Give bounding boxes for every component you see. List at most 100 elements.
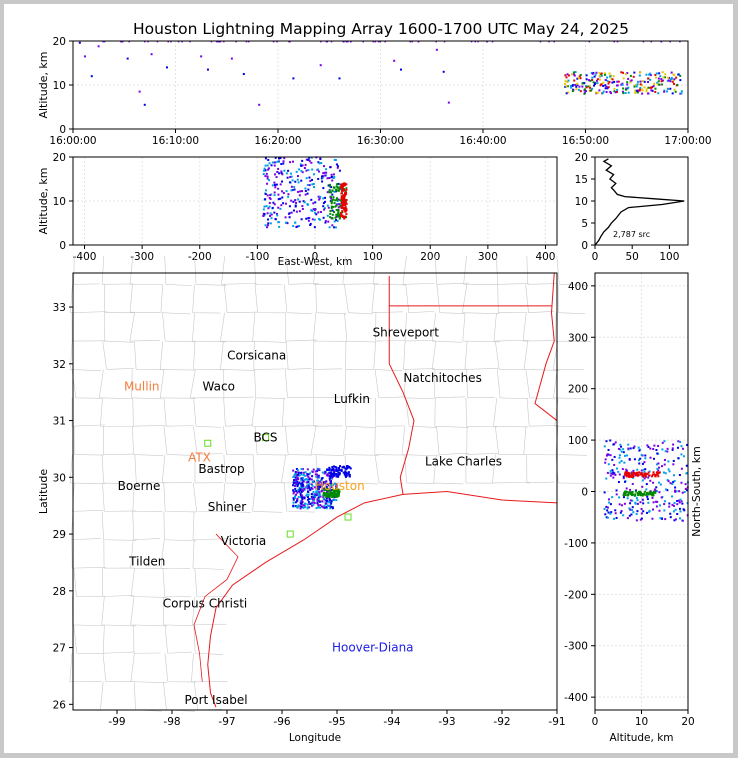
- plan-view-point: [296, 474, 299, 477]
- north-south-point: [685, 489, 688, 492]
- east-west-point: [344, 200, 347, 203]
- plan-view-point: [304, 502, 307, 505]
- north-south-point: [619, 511, 622, 514]
- east-west-point: [340, 205, 343, 208]
- plan-view-point: [344, 475, 347, 478]
- north-south-point: [653, 444, 656, 447]
- north-south-point: [604, 513, 607, 516]
- north-south-point: [664, 450, 667, 453]
- east-west-point: [344, 189, 347, 192]
- plan-view-point: [294, 496, 297, 499]
- north-south-point: [631, 474, 634, 477]
- time-altitude-point: [647, 77, 650, 80]
- north-south-point: [624, 454, 627, 457]
- time-altitude-point: [651, 89, 654, 92]
- north-south-point: [648, 509, 651, 512]
- north-south-point: [623, 490, 626, 493]
- time-altitude-point: [606, 87, 609, 90]
- north-south-point: [673, 519, 676, 522]
- east-west-point: [267, 158, 270, 161]
- county-boundary: [71, 369, 102, 399]
- east-west-point: [313, 226, 316, 229]
- plan-view-point: [294, 495, 297, 498]
- north-south-point: [630, 513, 633, 516]
- plan-view-point: [292, 489, 295, 492]
- north-south-point: [618, 454, 621, 457]
- north-south-point: [651, 517, 654, 520]
- east-west-point: [323, 171, 326, 174]
- plan-view-point: [325, 492, 328, 495]
- east-west-point: [292, 160, 295, 163]
- east-west-point: [295, 225, 298, 228]
- time-altitude-point: [564, 85, 567, 88]
- east-west-point: [278, 225, 281, 228]
- plan-view-point: [307, 473, 310, 476]
- north-south-point: [678, 507, 681, 510]
- time-altitude-point: [642, 40, 645, 43]
- east-west-point: [263, 167, 266, 170]
- county-boundary: [192, 312, 227, 343]
- time-altitude-point: [596, 78, 599, 81]
- plan-view-point: [320, 479, 323, 482]
- county-boundary: [466, 426, 499, 455]
- east-west-point: [342, 198, 345, 201]
- north-south-point: [680, 453, 683, 456]
- east-west-point: [330, 202, 333, 205]
- north-south-point: [620, 504, 623, 507]
- east-west-point: [300, 170, 303, 173]
- county-boundary: [162, 568, 192, 598]
- plan-view-point: [310, 487, 313, 490]
- north-south-point: [672, 459, 675, 462]
- north-south-point: [605, 440, 608, 443]
- north-south-point: [607, 498, 610, 501]
- plan-view-point: [306, 506, 309, 509]
- east-west-point: [281, 196, 284, 199]
- north-south-point: [673, 489, 676, 492]
- plan-view-y-tick-label: 30: [53, 472, 66, 484]
- east-west-point: [334, 205, 337, 208]
- east-west-point: [267, 167, 270, 170]
- time-altitude-point: [143, 103, 146, 106]
- east-west-point: [322, 202, 325, 205]
- time-altitude-point: [600, 72, 603, 75]
- time-altitude-point: [616, 40, 619, 43]
- plan-view-point: [322, 506, 325, 509]
- plan-view-point: [312, 499, 315, 502]
- county-boundary: [254, 255, 283, 285]
- time-altitude-point: [622, 92, 625, 95]
- plan-view-point: [303, 478, 306, 481]
- county-boundary: [496, 369, 529, 400]
- east-west-point: [283, 157, 286, 160]
- north-south-y-tick-label: 0: [581, 487, 588, 499]
- plan-view-point: [305, 481, 308, 484]
- county-boundary: [554, 397, 587, 427]
- east-west-point: [262, 208, 265, 211]
- east-west-point: [334, 216, 337, 219]
- county-boundary: [523, 341, 560, 371]
- time-altitude-point: [565, 92, 568, 95]
- time-altitude-point: [662, 76, 665, 79]
- north-south-point: [652, 471, 655, 474]
- east-west-point: [330, 207, 333, 210]
- county-boundary: [160, 539, 190, 569]
- plan-view-point: [329, 507, 332, 510]
- north-south-point: [649, 479, 652, 482]
- north-south-point: [634, 489, 637, 492]
- north-south-point: [627, 443, 630, 446]
- east-west-point: [326, 177, 329, 180]
- east-west-point: [329, 212, 332, 215]
- time-altitude-point: [276, 40, 278, 43]
- east-west-point: [330, 191, 333, 194]
- north-south-point: [673, 480, 676, 483]
- county-boundary: [223, 284, 258, 314]
- north-south-point: [637, 459, 640, 462]
- north-south-point: [611, 458, 614, 461]
- north-south-point: [644, 468, 647, 471]
- east-west-point: [328, 185, 331, 188]
- time-altitude-point: [590, 89, 593, 92]
- county-boundary: [344, 284, 373, 315]
- time-altitude-point: [491, 40, 494, 43]
- east-west-point: [278, 172, 281, 175]
- plan-view-point: [306, 498, 309, 501]
- time-altitude-point: [587, 85, 590, 88]
